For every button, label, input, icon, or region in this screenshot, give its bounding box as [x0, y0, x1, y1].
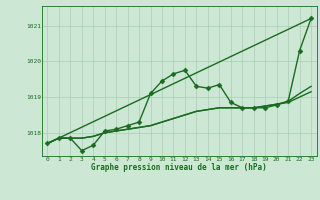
X-axis label: Graphe pression niveau de la mer (hPa): Graphe pression niveau de la mer (hPa)	[91, 163, 267, 172]
